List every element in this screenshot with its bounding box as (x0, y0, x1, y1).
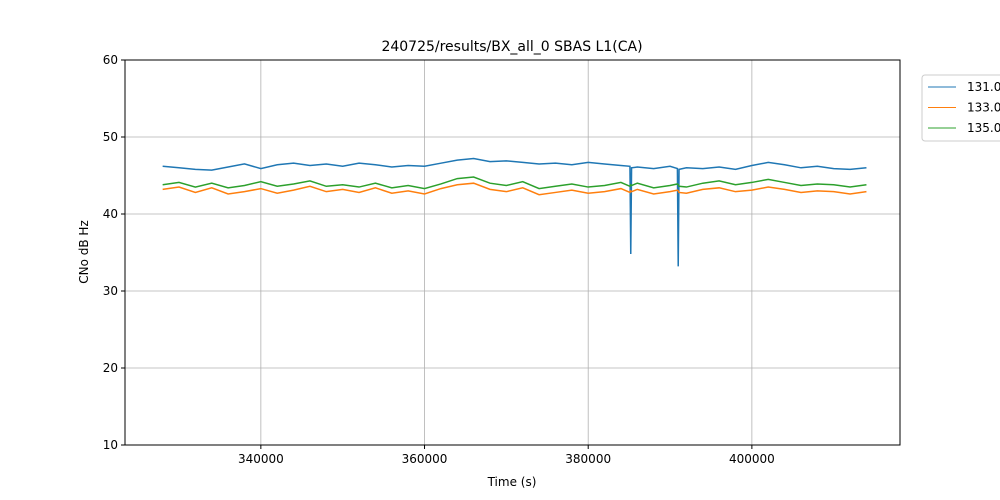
x-tick-label: 380000 (565, 452, 611, 466)
x-tick-label: 360000 (402, 452, 448, 466)
legend-box (921, 74, 1000, 142)
y-tick-label: 10 (103, 438, 118, 452)
x-axis-label: Time (s) (487, 475, 537, 489)
legend-label: 135.0 (967, 121, 1000, 135)
series-line (162, 182, 867, 196)
legend-label: 133.0 (967, 101, 1000, 115)
y-tick-label: 30 (103, 284, 118, 298)
y-axis-label: CNo dB Hz (77, 220, 91, 284)
legend-label: 131.0 (967, 80, 1000, 94)
series-line (162, 176, 867, 190)
series-line (162, 157, 867, 267)
y-tick-label: 60 (103, 53, 118, 67)
plot-frame (124, 59, 901, 446)
y-tick-label: 20 (103, 361, 118, 375)
y-tick-label: 50 (103, 130, 118, 144)
x-tick-label: 400000 (729, 452, 775, 466)
x-tick-label: 340000 (238, 452, 284, 466)
chart-title: 240725/results/BX_all_0 SBAS L1(CA) (381, 39, 642, 55)
y-tick-label: 40 (103, 207, 118, 221)
